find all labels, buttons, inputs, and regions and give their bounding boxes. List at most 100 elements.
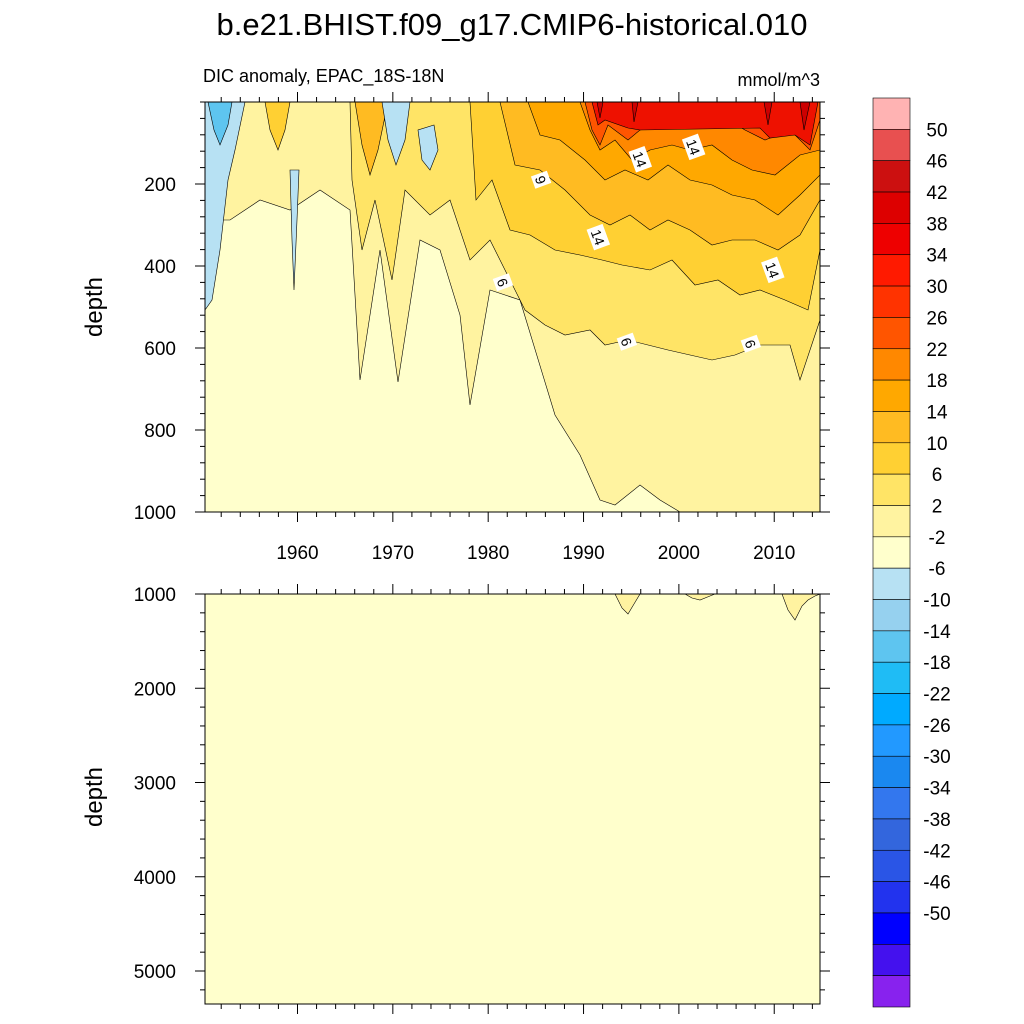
colorbar-swatch (872, 285, 911, 318)
colorbar-swatch (872, 881, 911, 914)
colorbar-swatch (872, 755, 911, 788)
colorbar-swatch (872, 567, 911, 600)
contour-label-text: 14 (762, 260, 782, 280)
region-gold-streak-2 (264, 102, 291, 151)
contour-label-box (740, 334, 762, 353)
colorbar-label: 14 (926, 402, 948, 423)
colorbar-swatch (872, 599, 911, 632)
upper-y-label: depth (81, 277, 108, 337)
region-blue-75 (417, 124, 439, 171)
colorbar-label: -2 (929, 528, 946, 549)
contour-label-box (530, 170, 552, 189)
contour-label: 14 (681, 133, 706, 161)
lower-x-axis (220, 584, 813, 1014)
colorbar-swatch (872, 223, 911, 256)
colorbar-swatch (872, 411, 911, 444)
contour-label-box (492, 273, 514, 292)
y-tick-label: 2000 (134, 679, 176, 700)
contour-label-text: 14 (588, 227, 608, 247)
contour-label-box (628, 145, 653, 173)
contour-label: 6 (740, 334, 762, 353)
colorbar-label: 30 (926, 277, 947, 298)
lower-panel-background (205, 594, 820, 1004)
colorbar-label: 50 (926, 120, 947, 141)
region-gold-streak-1 (354, 102, 389, 177)
colorbar-label: 18 (926, 371, 947, 392)
contour-label-box (761, 256, 785, 284)
colorbar-label: -38 (923, 810, 950, 831)
colorbar-swatch (872, 97, 911, 130)
colorbar-label: 22 (926, 340, 947, 361)
y-tick-label: 600 (144, 339, 176, 360)
lower-y-label: depth (81, 767, 108, 827)
x-tick-label: 2000 (658, 543, 700, 564)
x-tick-label: 1970 (372, 543, 414, 564)
contour-label: 9 (530, 170, 552, 189)
y-tick-label: 3000 (134, 774, 176, 795)
colorbar-label: -34 (923, 779, 951, 800)
upper-panel-border (204, 101, 821, 513)
region-blue-70s (381, 102, 411, 166)
upper-y-axis: 200 400 600 800 1000 (134, 101, 830, 524)
region-blue-center (207, 102, 233, 146)
lower-y-axis: 1000 2000 3000 4000 5000 (134, 585, 830, 991)
subtitle-left: DIC anomaly, EPAC_18S-18N (203, 66, 444, 87)
region-red (591, 102, 819, 146)
colorbar-swatch (872, 975, 911, 1008)
colorbar-label: 34 (926, 246, 948, 267)
figure-title: b.e21.BHIST.f09_g17.CMIP6-historical.010 (216, 7, 807, 42)
contour-label-text: 14 (683, 137, 703, 157)
lower-region-low-1 (614, 594, 641, 615)
contour-label: 14 (761, 256, 785, 284)
contour-label-text: 14 (630, 149, 650, 169)
colorbar-swatch (872, 787, 911, 820)
colorbar-label: -46 (923, 873, 950, 894)
x-tick-label: 1980 (467, 543, 509, 564)
colorbar-label: -6 (929, 559, 946, 580)
colorbar-label: 46 (926, 152, 947, 173)
colorbar-swatch (872, 536, 911, 569)
colorbar-swatch (872, 724, 911, 757)
x-tick-label: 1960 (276, 543, 318, 564)
x-tick-label: 2010 (753, 543, 795, 564)
colorbar-label: 38 (926, 214, 947, 235)
colorbar-swatch (872, 348, 911, 381)
colorbar-label: -22 (923, 685, 950, 706)
colorbar-swatch (872, 630, 911, 663)
colorbar-label: 2 (932, 496, 943, 517)
y-tick-label: 800 (144, 421, 176, 442)
colorbar-swatch (872, 473, 911, 506)
contour-label: 14 (586, 223, 611, 251)
contour-label: 14 (628, 145, 653, 173)
colorbar-swatch (872, 254, 911, 287)
region-dark-red (596, 102, 811, 131)
contour-label: 6 (616, 332, 638, 351)
y-tick-label: 5000 (134, 962, 176, 983)
contour-label-box (586, 223, 611, 251)
subtitle-right: mmol/m^3 (738, 70, 820, 90)
colorbar-label: -14 (923, 622, 951, 643)
colorbar-swatch (872, 912, 911, 945)
colorbar-swatch (872, 129, 911, 161)
contour-label-box (616, 332, 638, 351)
colorbar-swatch (872, 818, 911, 851)
colorbar-swatch (872, 317, 911, 350)
upper-contour-labels: 9 14 14 14 6 14 6 6 (492, 133, 785, 353)
colorbar-label: -18 (923, 653, 950, 674)
upper-panel: 1960 1970 1980 1990 2000 2010 200 400 600 800 100… (81, 92, 830, 564)
colorbar-label: -26 (923, 716, 950, 737)
colorbar-label: 6 (932, 465, 943, 486)
upper-x-axis: 1960 1970 1980 1990 2000 2010 (220, 92, 813, 564)
y-tick-label: 4000 (134, 868, 176, 889)
colorbar-label: -30 (923, 747, 950, 768)
colorbar-label: -42 (923, 841, 950, 862)
colorbar-label: 26 (926, 308, 947, 329)
colorbar-swatch (872, 160, 911, 193)
colorbar-label: 42 (926, 183, 947, 204)
lower-panel: 1000 2000 3000 4000 5000 depth (81, 584, 830, 1014)
lower-panel-border (204, 593, 821, 1005)
colorbar-swatch (872, 849, 911, 882)
contour-label: 6 (492, 273, 514, 292)
region-blue-west (205, 102, 246, 311)
upper-contour-field (205, 102, 820, 512)
